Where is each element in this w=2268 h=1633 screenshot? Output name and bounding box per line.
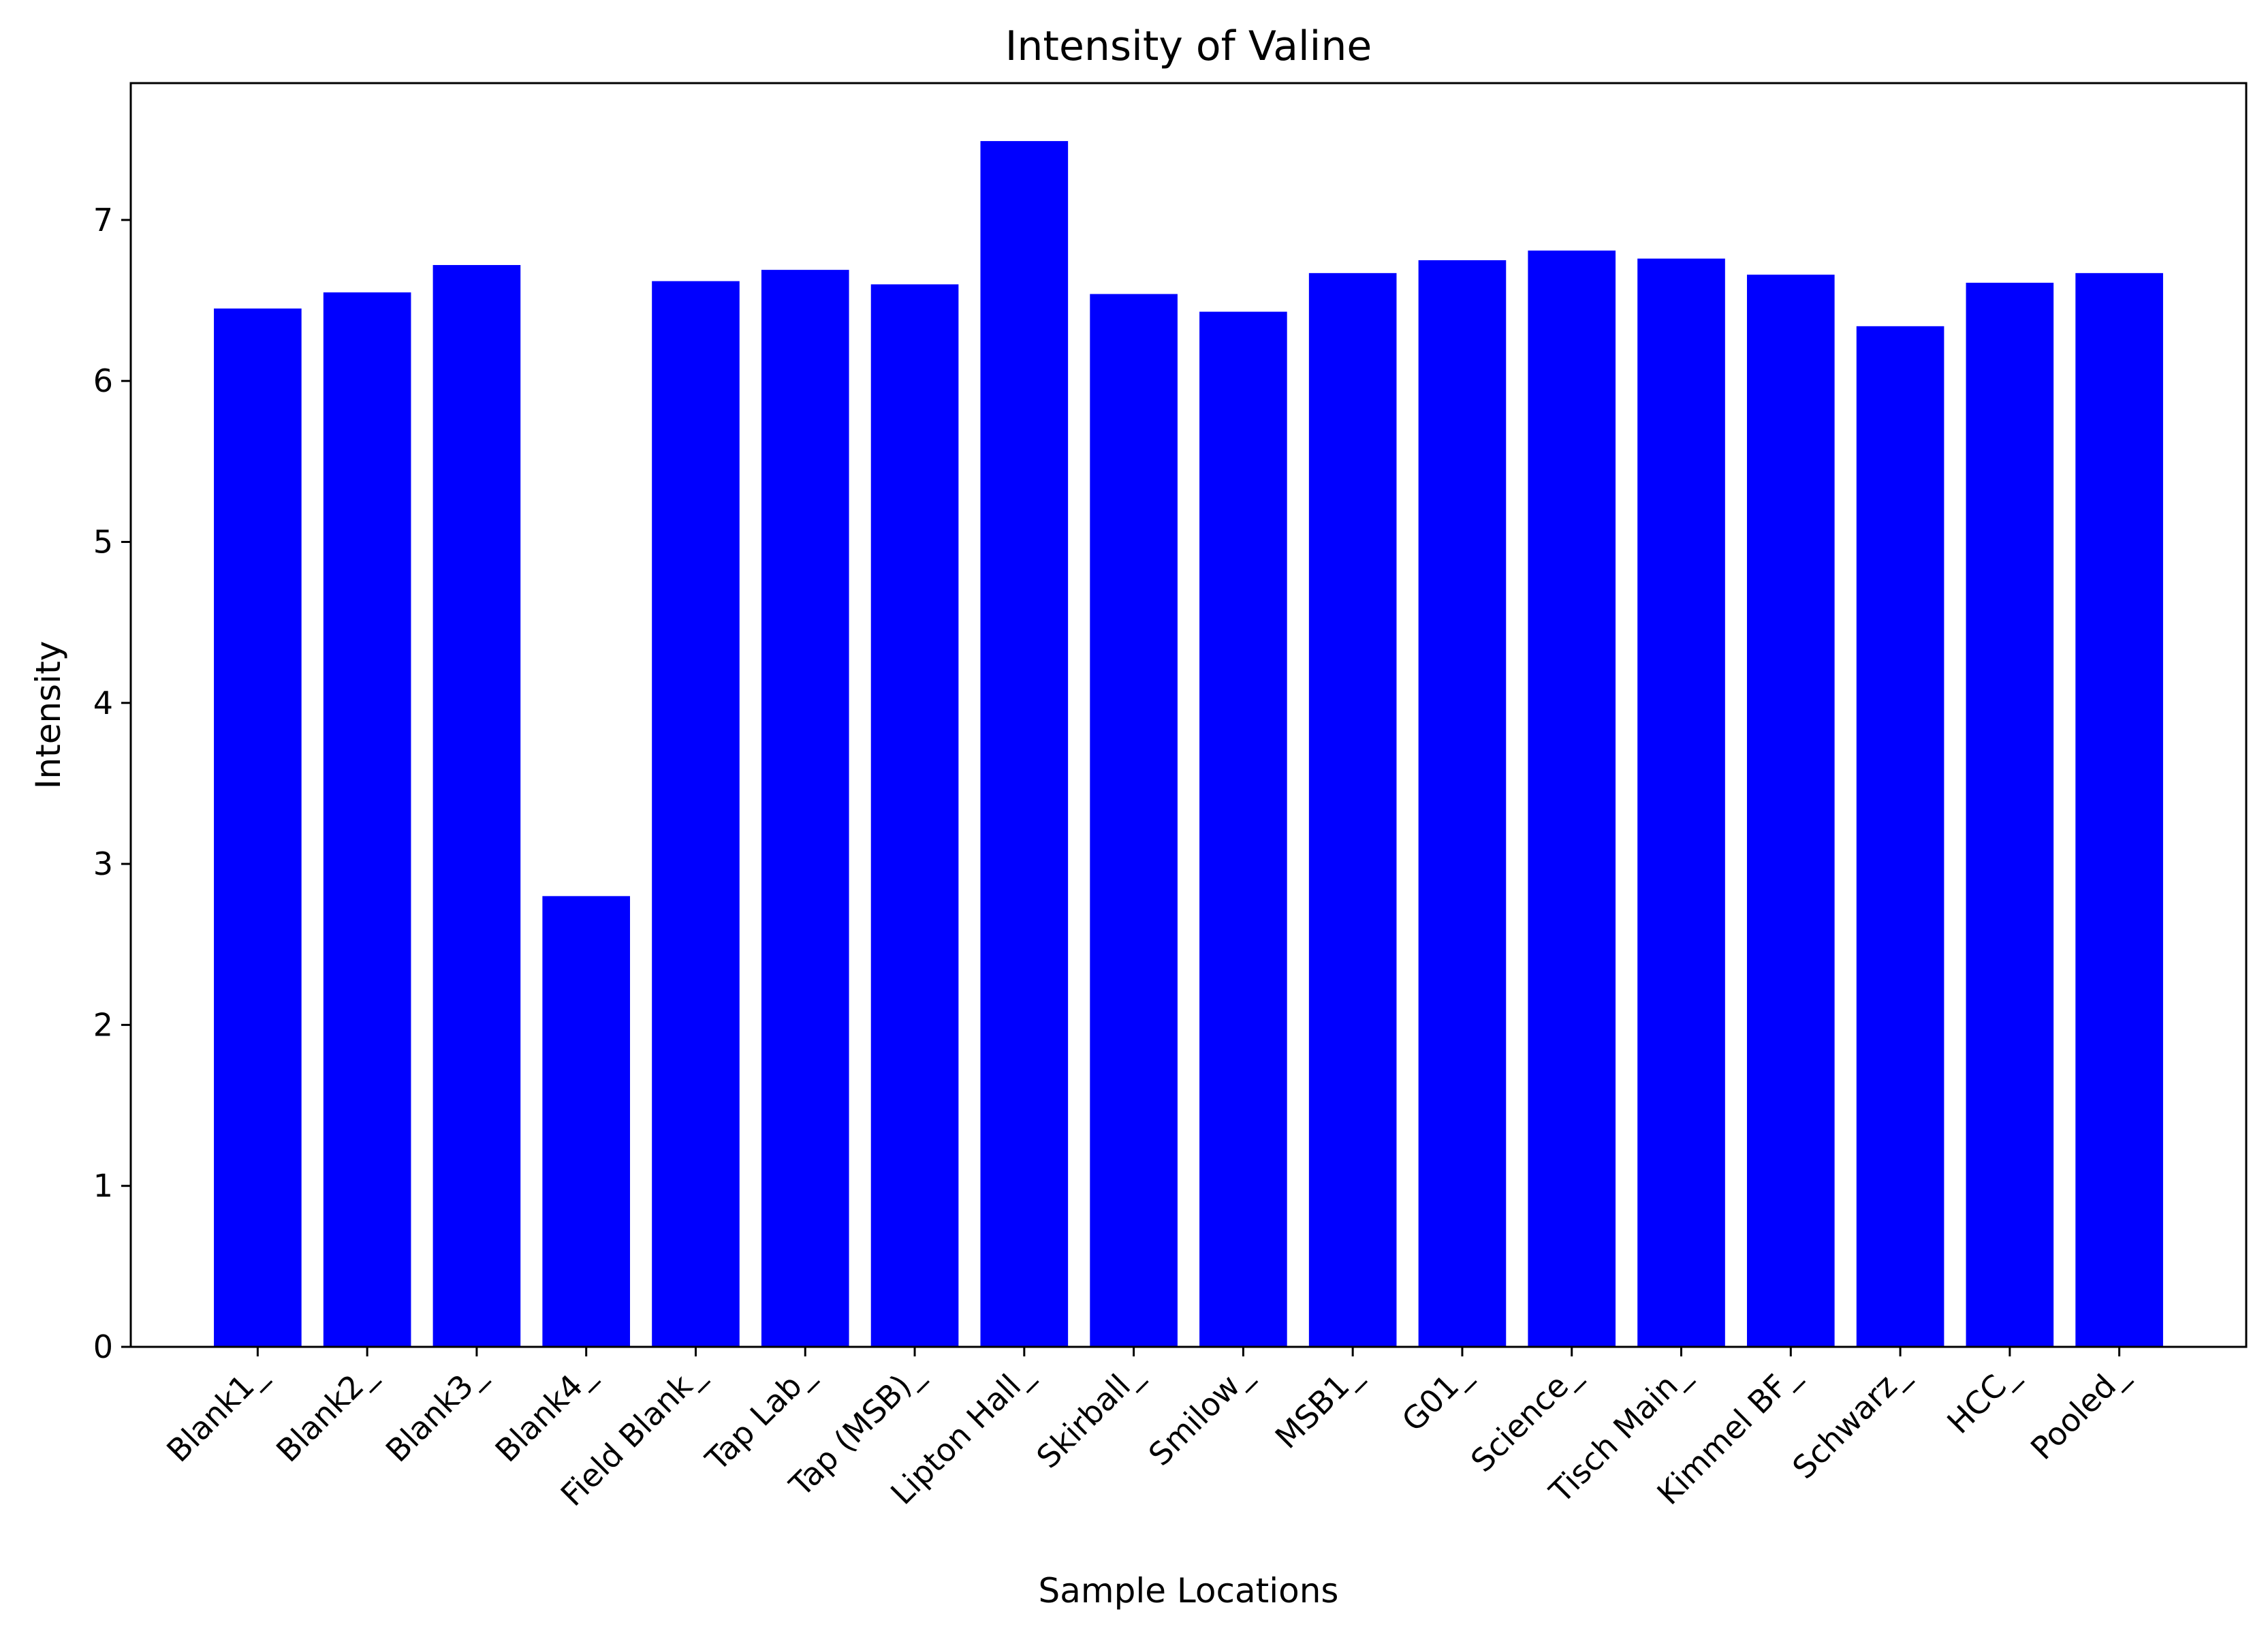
- bar-11: [1418, 260, 1507, 1348]
- y-tick-label: 1: [93, 1168, 113, 1204]
- bar-12: [1528, 250, 1616, 1348]
- bar-10: [1308, 273, 1397, 1347]
- bar-2: [432, 265, 521, 1347]
- bar-17: [2075, 273, 2163, 1347]
- y-tick-label: 5: [93, 523, 113, 560]
- bar-9: [1199, 311, 1287, 1347]
- bar-7: [980, 141, 1069, 1347]
- y-tick-label: 2: [93, 1006, 113, 1043]
- bar-15: [1856, 326, 1944, 1347]
- bar-3: [542, 896, 631, 1347]
- plot-area-frame: [129, 82, 2248, 1348]
- bar-6: [870, 284, 959, 1347]
- bars-group: [214, 141, 2163, 1348]
- y-tick-label: 4: [93, 685, 113, 721]
- y-axis-label: Intensity: [29, 641, 68, 790]
- y-tick-label: 0: [93, 1328, 113, 1365]
- bar-8: [1090, 294, 1178, 1347]
- y-tick-label: 7: [93, 202, 113, 238]
- bar-0: [214, 308, 302, 1348]
- x-axis-label: Sample Locations: [1039, 1571, 1339, 1611]
- bar-1: [323, 292, 411, 1347]
- bar-13: [1637, 258, 1725, 1347]
- bar-14: [1746, 275, 1835, 1347]
- chart-title: Intensity of Valine: [1005, 22, 1372, 70]
- y-tick-label: 3: [93, 845, 113, 882]
- bar-5: [761, 270, 849, 1348]
- bar-16: [1966, 283, 2054, 1348]
- bar-4: [652, 281, 740, 1348]
- y-axis-ticks: 0 1 2 3 4 5 6 7: [93, 202, 131, 1365]
- y-tick-label: 6: [93, 362, 113, 399]
